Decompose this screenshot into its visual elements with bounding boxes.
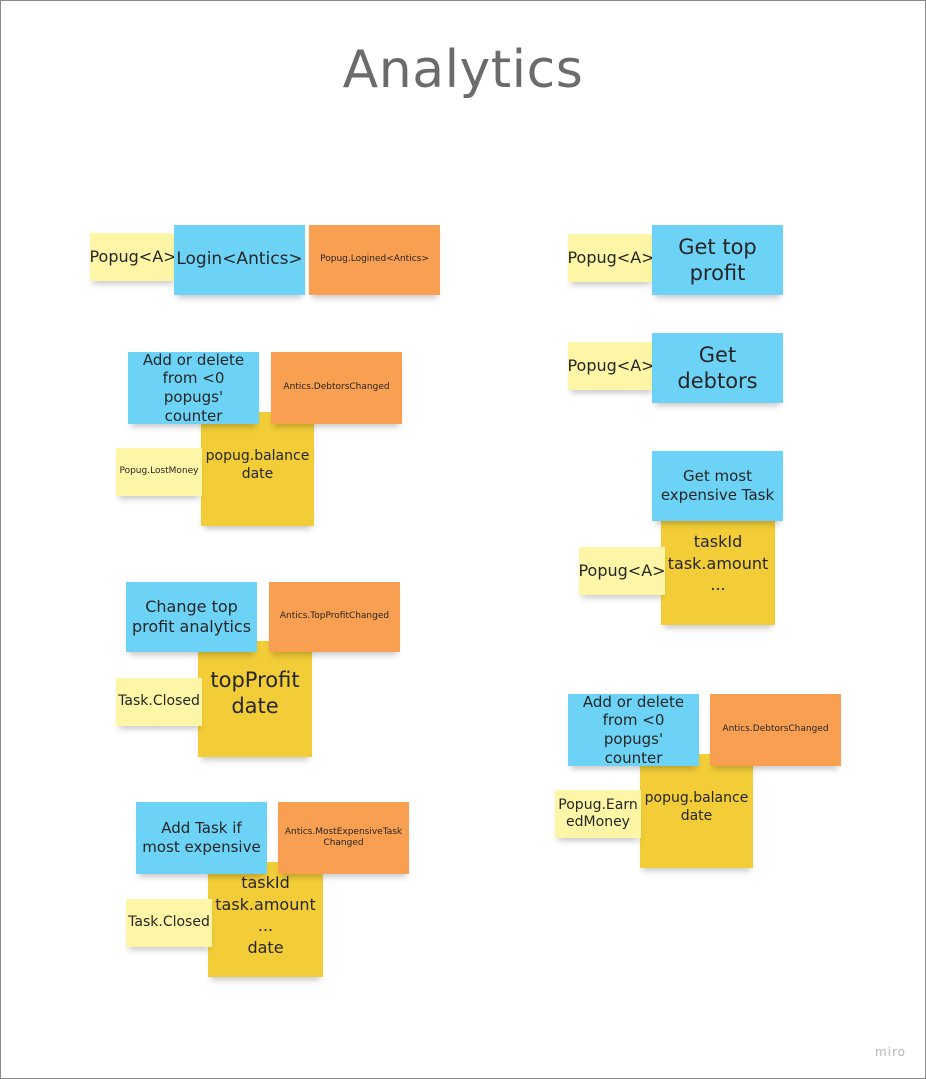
get-expensive-actor-note[interactable]: Popug<A> — [578, 547, 666, 595]
task-closed-trigger-note-2[interactable]: Task.Closed — [126, 899, 212, 947]
get-debtors-query-note[interactable]: Get debtors — [652, 333, 783, 403]
debtors-read-model-note[interactable]: popug.balance date — [201, 412, 314, 526]
expensive-task-event-note[interactable]: Antics.MostExpensiveTask Changed — [278, 802, 409, 874]
earned-money-trigger-note[interactable]: Popug.Earn edMoney — [555, 790, 641, 838]
earned-event-note[interactable]: Antics.DebtorsChanged — [710, 694, 841, 766]
login-command-note[interactable]: Login<Antics> — [174, 225, 305, 295]
get-top-profit-query-note[interactable]: Get top profit — [652, 225, 783, 295]
get-debtors-actor-note[interactable]: Popug<A> — [567, 342, 655, 390]
earned-command-note[interactable]: Add or delete from <0 popugs' counter — [568, 693, 699, 767]
expensive-task-read-model-note[interactable]: taskId task.amount ... date — [208, 862, 323, 977]
debtors-event-note[interactable]: Antics.DebtorsChanged — [271, 352, 402, 424]
top-profit-read-model-note[interactable]: topProfit date — [198, 641, 312, 757]
top-profit-event-note[interactable]: Antics.TopProfitChanged — [269, 582, 400, 652]
lost-money-trigger-note[interactable]: Popug.LostMoney — [116, 448, 202, 496]
task-closed-trigger-note-1[interactable]: Task.Closed — [116, 678, 202, 726]
board-title: Analytics — [342, 40, 584, 100]
get-expensive-query-note[interactable]: Get most expensive Task — [652, 451, 783, 521]
login-actor-note[interactable]: Popug<A> — [89, 233, 177, 281]
top-profit-command-note[interactable]: Change top profit analytics — [126, 582, 257, 652]
get-expensive-read-model-note[interactable]: taskId task.amount ... — [661, 511, 775, 625]
get-top-actor-note[interactable]: Popug<A> — [567, 234, 655, 282]
login-event-note[interactable]: Popug.Logined<Antics> — [309, 225, 440, 295]
miro-watermark: miro — [874, 1045, 906, 1059]
expensive-task-command-note[interactable]: Add Task if most expensive — [136, 802, 267, 874]
earned-read-model-note[interactable]: popug.balance date — [640, 754, 753, 868]
debtors-command-note[interactable]: Add or delete from <0 popugs' counter — [128, 351, 259, 425]
